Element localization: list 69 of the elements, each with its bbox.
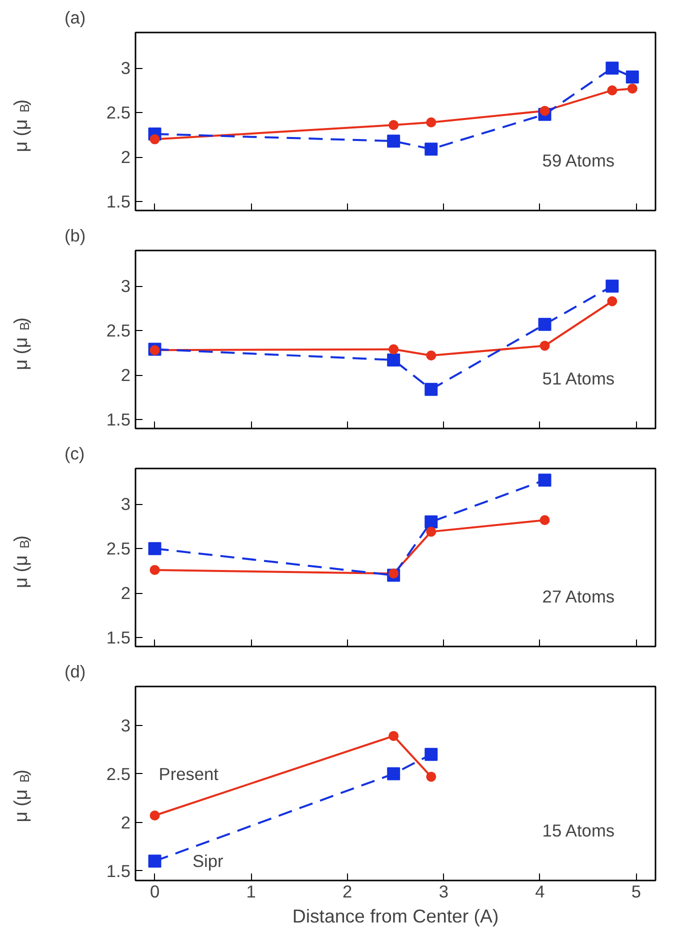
point xyxy=(540,340,550,351)
point xyxy=(150,345,160,356)
point xyxy=(424,748,438,761)
x-tick-label: 5 xyxy=(631,882,642,902)
chart-title: (d) xyxy=(64,662,86,682)
point xyxy=(150,810,160,820)
point xyxy=(388,568,399,579)
point xyxy=(387,134,400,148)
series-label: Sipr xyxy=(192,851,224,872)
point xyxy=(424,382,438,396)
y-tick-label: 3 xyxy=(120,276,131,296)
point xyxy=(426,350,436,361)
y-axis-title: μ (μB) xyxy=(10,535,32,588)
y-tick-label: 1.5 xyxy=(106,860,131,881)
point xyxy=(150,134,160,144)
series-label: Present xyxy=(158,764,219,784)
point xyxy=(606,62,619,75)
point xyxy=(538,474,552,487)
annotation: 15 Atoms xyxy=(542,820,615,840)
point xyxy=(424,142,438,156)
chart-title: (c) xyxy=(64,444,85,464)
point xyxy=(540,106,550,116)
annotation: 27 Atoms xyxy=(542,586,615,606)
chart-title: (b) xyxy=(64,226,86,246)
point xyxy=(538,318,552,331)
x-tick-label: 1 xyxy=(246,882,256,902)
point xyxy=(607,296,618,306)
point xyxy=(150,564,160,575)
y-tick-label: 2.5 xyxy=(106,102,131,123)
x-tick-label: 3 xyxy=(438,882,448,902)
y-tick-label: 2.5 xyxy=(106,764,131,784)
point xyxy=(424,515,438,528)
y-tick-label: 2.5 xyxy=(106,320,131,341)
y-tick-label: 2 xyxy=(120,812,131,832)
point xyxy=(426,526,436,537)
chart-title: (a) xyxy=(64,8,86,28)
annotation: 59 Atoms xyxy=(542,150,615,170)
y-tick-label: 3 xyxy=(120,494,131,514)
y-tick-label: 1.5 xyxy=(106,192,131,212)
point xyxy=(606,280,619,293)
x-axis-title: Distance from Center (A) xyxy=(292,906,499,926)
point xyxy=(540,515,550,526)
y-axis-title: μ (μB) xyxy=(10,770,32,822)
point xyxy=(148,854,162,868)
y-tick-label: 2.5 xyxy=(106,538,131,559)
x-tick-label: 2 xyxy=(342,882,352,902)
point xyxy=(387,353,400,366)
y-tick-label: 1.5 xyxy=(106,628,131,648)
point xyxy=(388,730,399,741)
y-tick-label: 2 xyxy=(120,583,131,604)
point xyxy=(387,767,400,780)
point xyxy=(388,120,399,130)
y-tick-label: 3 xyxy=(120,715,131,736)
point xyxy=(627,84,638,94)
point xyxy=(426,772,436,782)
y-tick-label: 2 xyxy=(120,365,131,386)
y-tick-label: 1.5 xyxy=(106,410,131,430)
point xyxy=(426,117,436,128)
point xyxy=(607,85,618,96)
x-tick-label: 0 xyxy=(150,882,160,902)
point xyxy=(626,70,639,84)
annotation: 51 Atoms xyxy=(542,368,615,388)
y-axis-title: μ (μB) xyxy=(10,317,32,370)
point xyxy=(388,344,399,354)
y-tick-label: 3 xyxy=(120,58,131,78)
x-tick-label: 4 xyxy=(535,882,546,902)
point xyxy=(148,542,162,556)
y-axis-title: μ (μB) xyxy=(10,99,32,152)
y-tick-label: 2 xyxy=(120,147,131,168)
